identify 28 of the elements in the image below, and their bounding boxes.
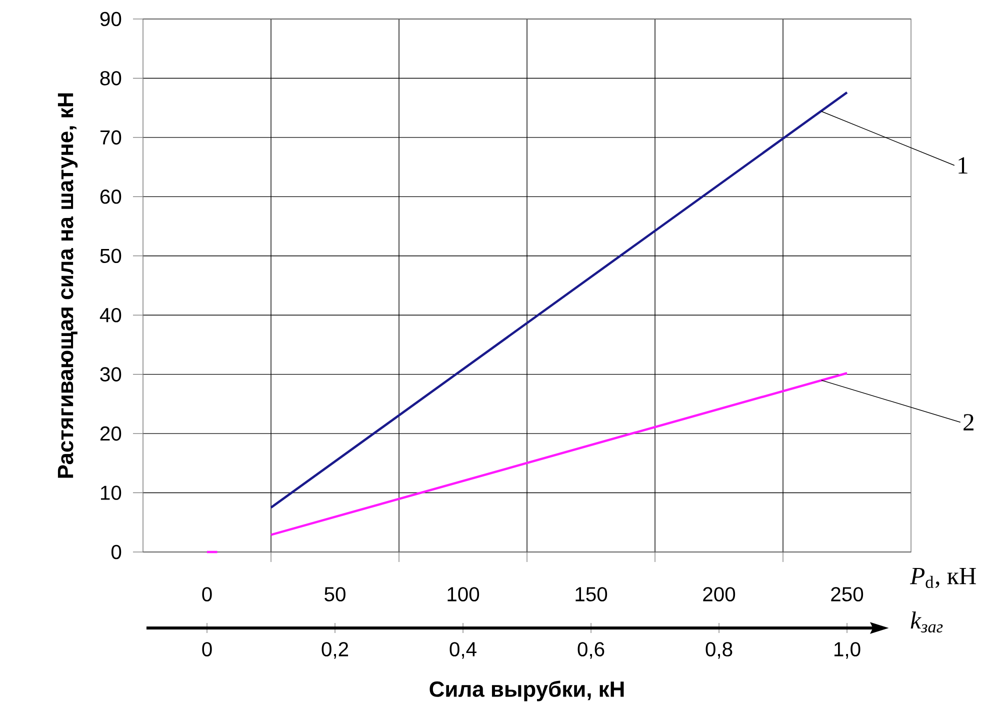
x-tick-label: 0 [202,587,212,602]
y-tick-label: 70 [100,130,122,145]
x-tick-label: 150 [576,587,608,602]
x-tick-label: 100 [448,587,480,602]
x2-tick-label: 0,8 [706,642,732,659]
y-tick-label: 90 [100,12,122,26]
y-tick-label: 40 [100,308,122,322]
y-tick-label: 80 [100,71,122,86]
x2-tick-label: 0,2 [322,642,348,659]
y-tick-label: 20 [100,426,122,441]
x2-tick-label: 1,0 [834,642,860,659]
x-axis-title: Сила вырубки, кН [430,680,624,702]
text: P$_{d}$, кН [910,568,976,588]
y-axis-title: Растягивающая сила на шатуне, кН [58,93,78,478]
x-tick-label: 250 [831,587,864,602]
x-tick-label: 50 [324,587,346,602]
annotation: 2 [964,414,974,430]
y-tick-label: 60 [100,190,122,204]
y-tick-label: 50 [100,248,122,264]
x2-tick-label: 0 [202,642,212,656]
x2-tick-label: 0,6 [578,642,604,659]
y-tick-label: 10 [100,486,122,500]
y-tick-label: 30 [100,367,122,382]
x2-tick-label: 0,4 [450,642,476,659]
annotation: 1 [958,157,968,174]
x2-axis-title: k$_{заг}$ [910,611,943,633]
y-tick-label: 0 [111,544,122,560]
x-tick-label: 200 [703,587,736,602]
